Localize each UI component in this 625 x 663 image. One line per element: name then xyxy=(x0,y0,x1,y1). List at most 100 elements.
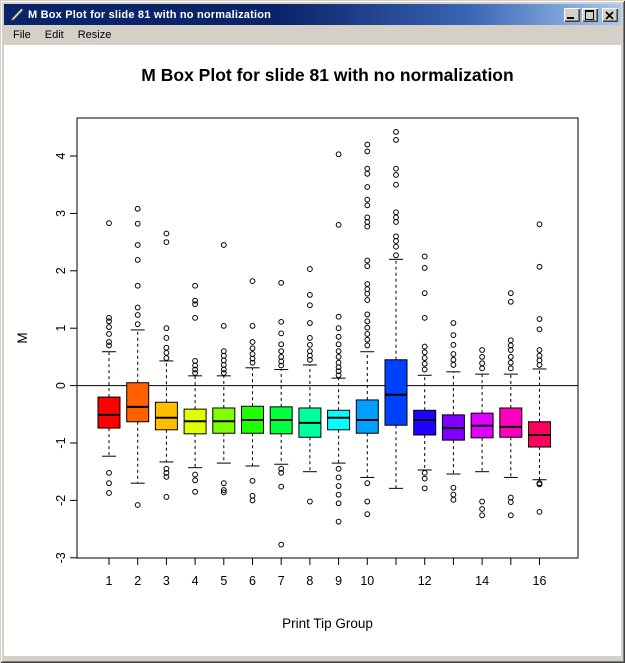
outlier-point xyxy=(335,372,342,379)
menu-resize[interactable]: Resize xyxy=(77,29,112,41)
box-group-11 xyxy=(384,359,408,426)
outlier-point xyxy=(278,362,285,369)
outlier-point xyxy=(134,304,141,311)
outlier-point xyxy=(393,137,399,143)
x-axis-tick-label: 3 xyxy=(163,574,170,588)
outlier-point xyxy=(307,266,313,272)
outlier-point xyxy=(479,498,486,505)
outlier-point xyxy=(507,347,514,353)
x-axis-tick-label: 4 xyxy=(192,574,199,588)
maximize-button[interactable] xyxy=(582,7,598,22)
outlier-point xyxy=(450,320,457,326)
outlier-point xyxy=(421,349,428,356)
outlier-point xyxy=(106,469,112,476)
outlier-point xyxy=(479,347,486,353)
outlier-point xyxy=(450,351,457,357)
outlier-point xyxy=(450,484,457,491)
box-group-9 xyxy=(327,409,351,431)
outlier-point xyxy=(220,366,227,373)
outlier-point xyxy=(106,490,112,496)
outlier-point xyxy=(536,221,543,228)
x-axis-tick-label: 5 xyxy=(220,574,227,588)
outlier-point xyxy=(479,360,486,367)
outlier-point xyxy=(450,332,457,338)
x-axis-tick-label: 12 xyxy=(418,574,432,588)
outlier-point xyxy=(220,352,227,359)
outlier-point xyxy=(507,365,514,372)
outlier-point xyxy=(507,499,514,506)
outlier-point xyxy=(393,238,399,244)
box-group-10 xyxy=(355,399,379,434)
outlier-point xyxy=(393,209,399,216)
outlier-point xyxy=(364,196,371,203)
outlier-point xyxy=(364,281,371,287)
outlier-point xyxy=(450,491,457,498)
outlier-point xyxy=(307,348,313,355)
outlier-point xyxy=(192,314,199,321)
y-axis-tick-label: 3 xyxy=(54,210,68,217)
plot-title: M Box Plot for slide 81 with no normaliz… xyxy=(141,65,513,85)
box-group-12 xyxy=(413,409,437,436)
outlier-point xyxy=(364,214,371,221)
menu-file[interactable]: File xyxy=(13,29,31,41)
outlier-point xyxy=(192,301,199,307)
pen-icon xyxy=(8,7,24,23)
outlier-point xyxy=(249,351,256,357)
outlier-point xyxy=(163,469,170,476)
outlier-point xyxy=(192,297,199,304)
outlier-point xyxy=(421,360,428,367)
outlier-point xyxy=(335,491,342,498)
outlier-point xyxy=(249,492,256,499)
outlier-point xyxy=(393,219,399,225)
outlier-point xyxy=(192,370,199,376)
outlier-point xyxy=(278,330,285,337)
outlier-point xyxy=(421,355,428,361)
outlier-point xyxy=(507,290,514,297)
outlier-point xyxy=(249,497,256,504)
box-group-15 xyxy=(499,407,523,438)
y-axis-tick-label: 2 xyxy=(54,267,68,274)
outlier-point xyxy=(450,356,457,363)
outlier-point xyxy=(106,324,112,330)
outlier-point xyxy=(163,239,170,246)
outlier-point xyxy=(421,366,428,373)
outlier-point xyxy=(364,219,371,225)
outlier-point xyxy=(163,230,170,237)
outlier-point xyxy=(536,347,543,353)
outlier-point xyxy=(192,362,199,369)
outlier-point xyxy=(278,541,285,548)
outlier-point xyxy=(364,202,371,209)
outlier-point xyxy=(536,263,543,270)
x-axis-tick-label: 1 xyxy=(106,574,113,588)
close-button[interactable] xyxy=(602,7,618,22)
plot-border xyxy=(76,117,579,559)
outlier-point xyxy=(364,511,371,518)
outlier-point xyxy=(364,148,371,155)
outlier-point xyxy=(450,341,457,348)
outlier-point xyxy=(106,342,112,349)
outlier-point xyxy=(307,341,313,348)
outlier-point xyxy=(134,321,141,328)
outlier-point xyxy=(134,502,141,508)
outlier-point xyxy=(163,325,170,332)
outlier-point xyxy=(307,320,313,326)
outlier-point xyxy=(220,487,227,493)
outlier-point xyxy=(278,358,285,365)
maximize-icon xyxy=(585,9,594,20)
outlier-point xyxy=(450,362,457,368)
outlier-point xyxy=(249,359,256,366)
outlier-point xyxy=(364,290,371,297)
outlier-point xyxy=(278,348,285,355)
y-axis-tick-label: 4 xyxy=(54,152,68,159)
menu-edit[interactable]: Edit xyxy=(44,29,64,41)
minimize-button[interactable] xyxy=(564,7,580,22)
outlier-point xyxy=(479,354,486,360)
outlier-point xyxy=(134,220,141,227)
window-titlebar[interactable]: M Box Plot for slide 81 with no normaliz… xyxy=(4,4,621,25)
outlier-point xyxy=(335,483,342,489)
outlier-point xyxy=(220,489,227,496)
y-axis-label: M xyxy=(15,332,30,343)
outlier-point xyxy=(134,242,141,248)
outlier-point xyxy=(507,342,514,349)
outlier-point xyxy=(220,348,227,355)
